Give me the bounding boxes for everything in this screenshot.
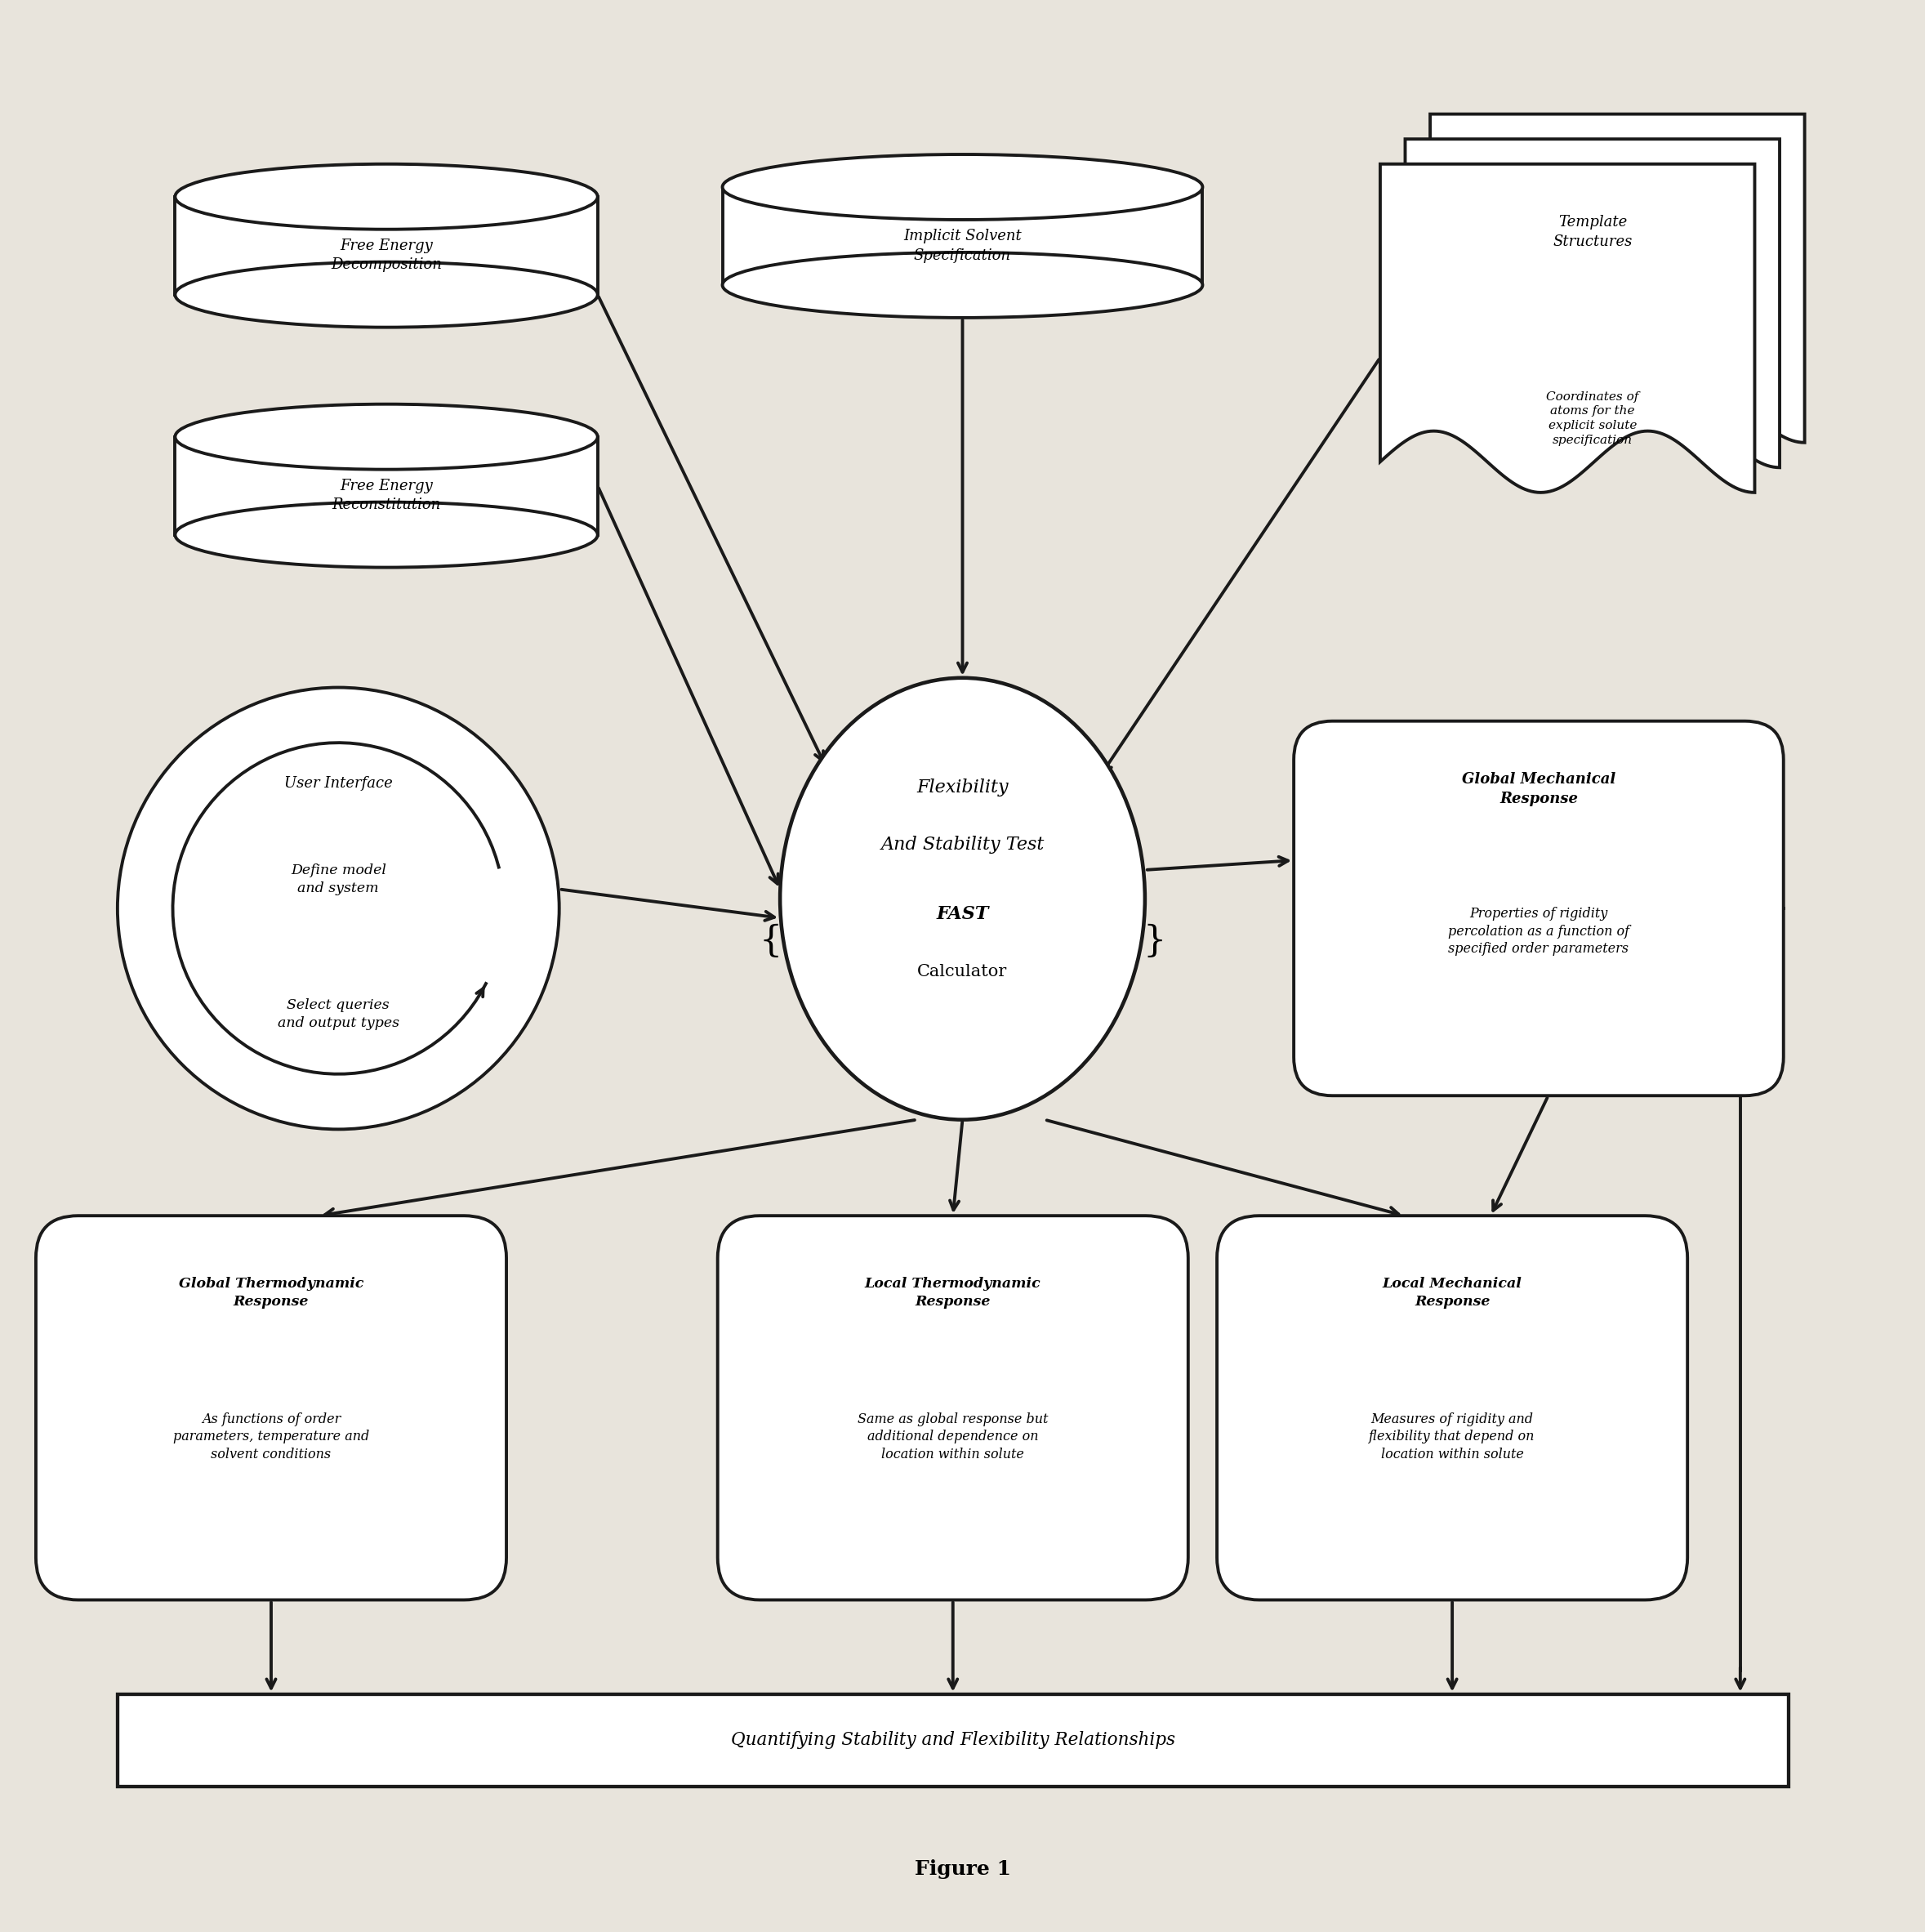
Bar: [175, 197, 597, 296]
Ellipse shape: [117, 688, 558, 1130]
Bar: [722, 187, 1203, 286]
FancyBboxPatch shape: [718, 1215, 1188, 1600]
Polygon shape: [1430, 114, 1804, 442]
Ellipse shape: [175, 502, 597, 568]
Text: Free Energy
Reconstitution: Free Energy Reconstitution: [331, 479, 441, 512]
Text: Flexibility: Flexibility: [916, 779, 1009, 796]
Text: }: }: [1143, 923, 1167, 958]
Bar: [117, 1694, 1788, 1787]
Text: {: {: [758, 923, 782, 958]
Ellipse shape: [175, 404, 597, 469]
Ellipse shape: [780, 678, 1145, 1121]
Text: Select queries
and output types: Select queries and output types: [277, 999, 398, 1030]
Text: Measures of rigidity and
flexibility that depend on
location within solute: Measures of rigidity and flexibility tha…: [1369, 1412, 1536, 1461]
FancyBboxPatch shape: [1294, 721, 1783, 1095]
Text: Quantifying Stability and Flexibility Relationships: Quantifying Stability and Flexibility Re…: [732, 1731, 1174, 1748]
Ellipse shape: [175, 164, 597, 230]
Text: Coordinates of
atoms for the
explicit solute
specification: Coordinates of atoms for the explicit so…: [1546, 390, 1638, 446]
Text: Template
Structures: Template Structures: [1553, 214, 1632, 249]
Ellipse shape: [722, 253, 1203, 317]
Polygon shape: [1380, 164, 1756, 493]
Text: And Stability Test: And Stability Test: [880, 837, 1045, 854]
Text: FAST: FAST: [936, 906, 989, 923]
Text: Global Thermodynamic
Response: Global Thermodynamic Response: [179, 1277, 364, 1308]
Text: User Interface: User Interface: [285, 777, 393, 790]
Text: Local Thermodynamic
Response: Local Thermodynamic Response: [864, 1277, 1041, 1308]
Text: Local Mechanical
Response: Local Mechanical Response: [1382, 1277, 1523, 1308]
Text: Implicit Solvent
Specification: Implicit Solvent Specification: [903, 228, 1022, 263]
Text: Free Energy
Decomposition: Free Energy Decomposition: [331, 238, 443, 272]
Bar: [175, 437, 597, 535]
Ellipse shape: [722, 155, 1203, 220]
Text: Figure 1: Figure 1: [914, 1859, 1011, 1878]
Text: Define model
and system: Define model and system: [291, 864, 387, 896]
Polygon shape: [1405, 139, 1779, 468]
FancyBboxPatch shape: [37, 1215, 506, 1600]
Text: Properties of rigidity
percolation as a function of
specified order parameters: Properties of rigidity percolation as a …: [1448, 906, 1629, 956]
Text: Same as global response but
additional dependence on
location within solute: Same as global response but additional d…: [859, 1412, 1049, 1461]
Text: Global Mechanical
Response: Global Mechanical Response: [1461, 773, 1615, 806]
FancyBboxPatch shape: [1217, 1215, 1688, 1600]
Ellipse shape: [175, 263, 597, 327]
Text: As functions of order
parameters, temperature and
solvent conditions: As functions of order parameters, temper…: [173, 1412, 370, 1461]
Text: Calculator: Calculator: [918, 964, 1007, 980]
